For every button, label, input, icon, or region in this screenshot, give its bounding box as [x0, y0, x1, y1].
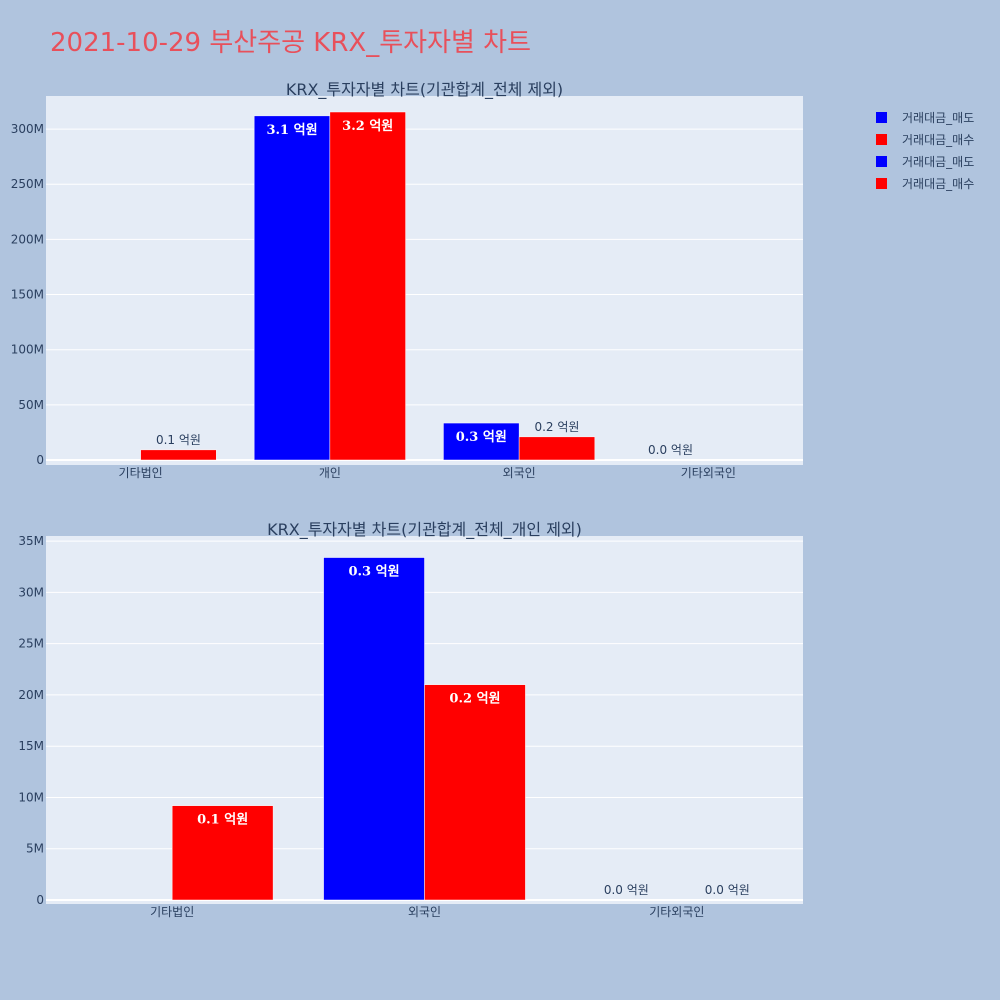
y-tick-label: 15M [18, 739, 44, 753]
y-tick-label: 20M [18, 688, 44, 702]
data-label: 0.0 억원 [705, 883, 750, 897]
x-tick-label: 기타외국인 [681, 466, 736, 480]
data-label: 0.0 억원 [648, 443, 693, 457]
y-tick-label: 5M [26, 842, 44, 856]
legend-swatch [876, 177, 887, 189]
legend-label: 거래대금_매수 [902, 132, 975, 147]
chart-title: KRX_투자자별 차트(기관합계_전체_개인 제외) [267, 520, 582, 540]
legend-item[interactable]: 거래대금_매수 [876, 172, 974, 194]
data-label: 0.2 억원 [449, 692, 500, 707]
legend-swatch [876, 155, 887, 167]
bar [171, 805, 274, 901]
y-tick-label: 50M [18, 398, 44, 412]
bar [323, 557, 425, 901]
x-tick-label: 기타법인 [119, 466, 163, 480]
bar [329, 111, 406, 461]
legend-label: 거래대금_매도 [902, 154, 975, 169]
data-label: 3.1 억원 [266, 123, 317, 138]
bar [518, 436, 596, 461]
y-tick-label: 150M [11, 288, 44, 302]
x-tick-label: 기타외국인 [649, 905, 704, 919]
y-tick-label: 200M [11, 232, 44, 246]
legend-swatch [876, 133, 887, 145]
data-label: 0.3 억원 [348, 565, 399, 580]
legend-swatch [876, 111, 887, 123]
x-tick-label: 외국인 [408, 905, 441, 919]
chart-title: KRX_투자자별 차트(기관합계_전체 제외) [286, 80, 563, 100]
legend-item[interactable]: 거래대금_매도 [876, 106, 974, 128]
legend: 거래대금_매도 거래대금_매수 거래대금_매도 거래대금_매수 [876, 106, 974, 194]
legend-label: 거래대금_매도 [902, 110, 975, 125]
bar [253, 115, 331, 461]
data-label: 0.0 억원 [604, 883, 649, 897]
bar [140, 449, 217, 461]
x-tick-label: 개인 [319, 466, 341, 480]
data-label: 0.2 억원 [534, 420, 579, 434]
data-label: 0.3 억원 [456, 430, 507, 445]
page-title: 2021-10-29 부산주공 KRX_투자자별 차트 [50, 28, 532, 58]
bar [424, 684, 526, 901]
y-tick-label: 35M [18, 534, 44, 548]
legend-item[interactable]: 거래대금_매수 [876, 128, 974, 150]
x-tick-label: 기타법인 [150, 905, 194, 919]
x-tick-label: 외국인 [503, 466, 536, 480]
data-label: 3.2 억원 [342, 119, 393, 134]
data-label: 0.1 억원 [156, 433, 201, 447]
y-tick-label: 30M [18, 585, 44, 599]
y-tick-label: 10M [18, 790, 44, 804]
plot-area [46, 96, 803, 465]
y-tick-label: 0 [36, 453, 44, 467]
y-tick-label: 100M [11, 343, 44, 357]
y-tick-label: 25M [18, 637, 44, 651]
y-tick-label: 0 [36, 893, 44, 907]
data-label: 0.1 억원 [197, 813, 248, 828]
legend-label: 거래대금_매수 [902, 176, 975, 191]
y-tick-label: 300M [11, 122, 44, 136]
legend-item[interactable]: 거래대금_매도 [876, 150, 974, 172]
y-tick-label: 250M [11, 177, 44, 191]
